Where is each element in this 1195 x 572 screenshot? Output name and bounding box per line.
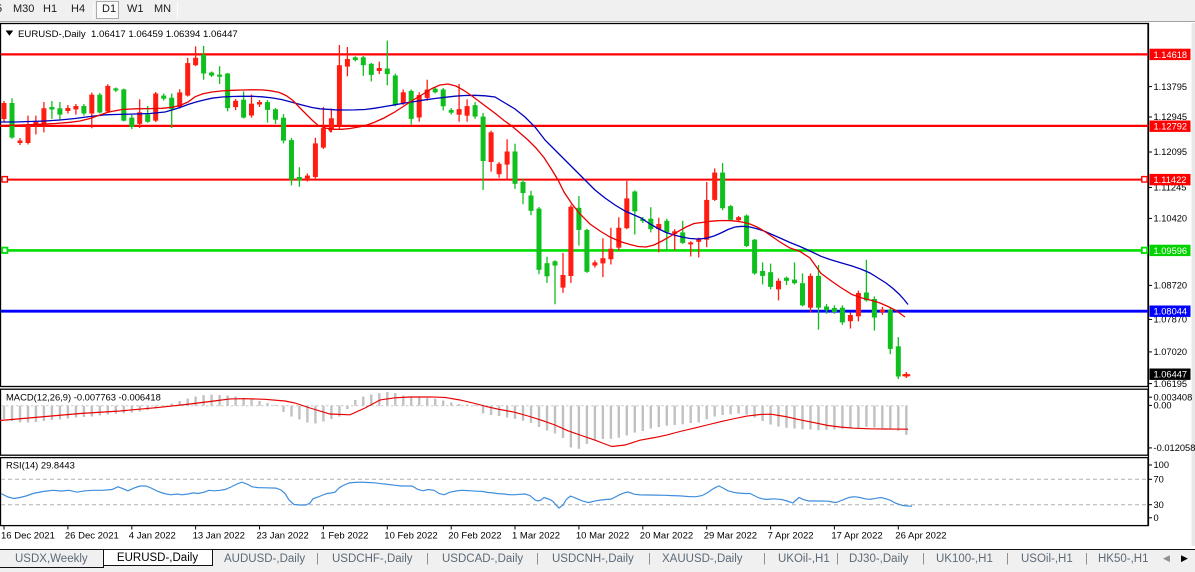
svg-text:1.12792: 1.12792	[1154, 122, 1188, 132]
svg-text:-0.012058: -0.012058	[1154, 443, 1195, 453]
svg-text:1 Feb 2022: 1 Feb 2022	[320, 531, 368, 542]
svg-text:20 Mar 2022: 20 Mar 2022	[640, 531, 693, 542]
svg-text:EURUSD-,Daily 1.06417 1.06459: EURUSD-,Daily 1.06417 1.06459 1.06394 1.…	[18, 29, 238, 40]
svg-text:26 Apr 2022: 26 Apr 2022	[895, 531, 946, 542]
svg-text:1.12095: 1.12095	[1154, 147, 1188, 157]
svg-text:17 Apr 2022: 17 Apr 2022	[831, 531, 882, 542]
svg-text:70: 70	[1154, 475, 1164, 485]
svg-text:26 Dec 2021: 26 Dec 2021	[65, 531, 119, 542]
svg-text:16 Dec 2021: 16 Dec 2021	[1, 531, 55, 542]
svg-text:1 Mar 2022: 1 Mar 2022	[512, 531, 560, 542]
svg-text:1.10420: 1.10420	[1154, 214, 1188, 224]
svg-text:1.13795: 1.13795	[1154, 82, 1188, 92]
svg-text:1.14618: 1.14618	[1154, 50, 1188, 60]
svg-text:30: 30	[1154, 500, 1164, 510]
svg-text:7 Apr 2022: 7 Apr 2022	[768, 531, 814, 542]
svg-text:1.11422: 1.11422	[1154, 175, 1187, 185]
svg-text:MACD(12,26,9) -0.007763 -0.006: MACD(12,26,9) -0.007763 -0.006418	[6, 392, 161, 403]
svg-text:10 Feb 2022: 10 Feb 2022	[384, 531, 437, 542]
svg-text:0: 0	[1154, 513, 1159, 523]
svg-text:1.11245: 1.11245	[1154, 183, 1187, 193]
svg-text:1.07020: 1.07020	[1154, 347, 1188, 357]
svg-text:4 Jan 2022: 4 Jan 2022	[129, 531, 176, 542]
svg-text:29 Mar 2022: 29 Mar 2022	[704, 531, 757, 542]
svg-text:0.003408: 0.003408	[1154, 392, 1193, 402]
svg-text:1.09596: 1.09596	[1154, 246, 1188, 256]
svg-text:100: 100	[1154, 460, 1170, 470]
svg-text:1.08044: 1.08044	[1154, 307, 1188, 317]
svg-text:1.06447: 1.06447	[1154, 370, 1188, 380]
svg-text:1.08720: 1.08720	[1154, 281, 1188, 291]
svg-text:0.00: 0.00	[1154, 401, 1172, 411]
svg-text:23 Jan 2022: 23 Jan 2022	[257, 531, 309, 542]
svg-text:13 Jan 2022: 13 Jan 2022	[193, 531, 245, 542]
svg-text:20 Feb 2022: 20 Feb 2022	[448, 531, 501, 542]
svg-text:1.07870: 1.07870	[1154, 315, 1188, 325]
svg-text:RSI(14) 29.8443: RSI(14) 29.8443	[6, 460, 75, 471]
svg-text:1.06195: 1.06195	[1154, 379, 1188, 389]
svg-text:1.12945: 1.12945	[1154, 112, 1188, 122]
svg-text:10 Mar 2022: 10 Mar 2022	[576, 531, 629, 542]
